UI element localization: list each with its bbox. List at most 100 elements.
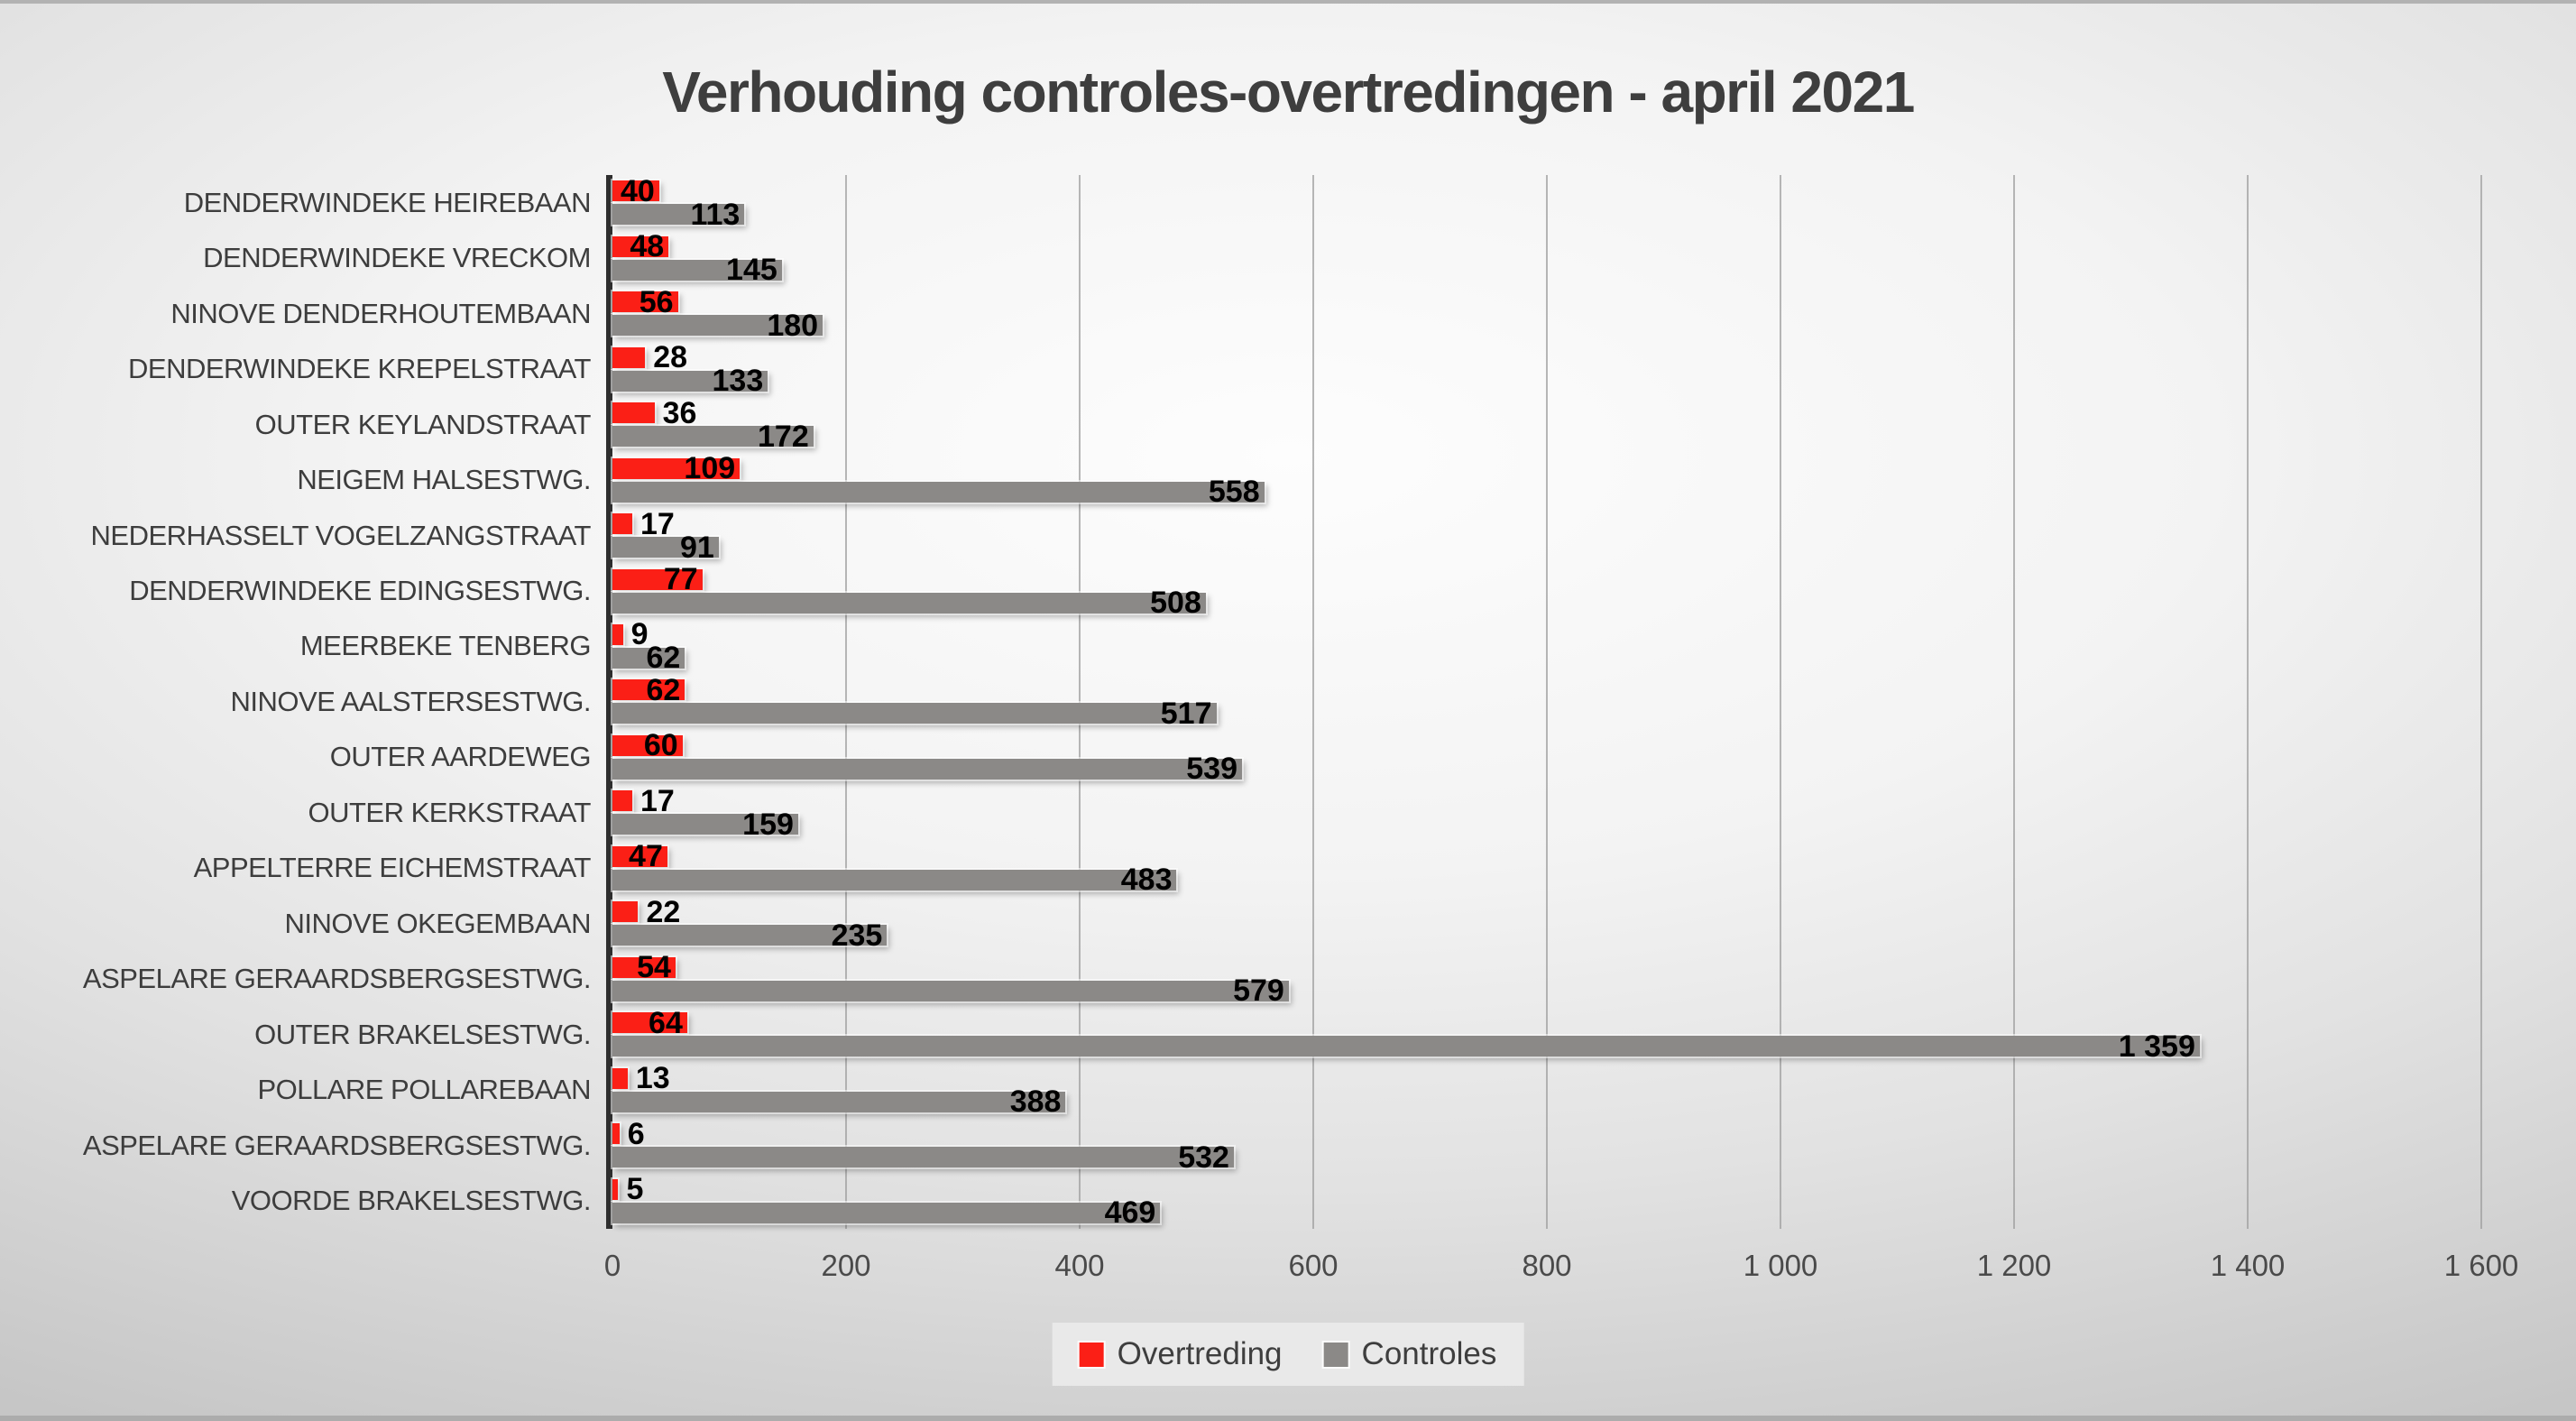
category-label: DENDERWINDEKE EDINGSESTWG. [129,575,591,607]
bar-line: 1 359 [612,1031,2481,1062]
bar-line: 64 [612,1008,2481,1038]
value-label: 77 [663,562,698,597]
overtreding-bar: 109 [612,453,741,484]
overtreding-bar: 28 [612,342,687,373]
bar-line: 539 [612,753,2481,784]
legend: Overtreding Controles [1052,1323,1524,1386]
category-label: DENDERWINDEKE HEIREBAAN [183,186,592,218]
bar-row: 64 1 359 [612,1007,2481,1062]
bar-row: 13 388 [612,1063,2481,1118]
bar-line: 62 [612,675,2481,706]
bar-row: 48 145 [612,230,2481,285]
category-label: OUTER KERKSTRAAT [308,796,591,828]
category-label: OUTER BRAKELSESTWG. [254,1018,591,1050]
bar-line: 22 [612,897,2481,927]
bar-line: 36 [612,398,2481,429]
bar-line: 13 [612,1063,2481,1093]
category-label: DENDERWINDEKE KREPELSTRAAT [128,353,591,385]
value-label: 48 [630,229,665,264]
bar-row: 60 539 [612,730,2481,785]
value-label: 22 [646,894,681,929]
bar-row: 109 558 [612,452,2481,507]
x-tick-label: 1 600 [2443,1249,2519,1282]
bar-line: 28 [612,342,2481,373]
bar-line: 109 [612,453,2481,484]
legend-item-overtreding: Overtreding [1079,1336,1283,1372]
bar-row: 28 133 [612,341,2481,396]
bar-line: 54 [612,952,2481,983]
gridline [845,175,847,1229]
value-label: 28 [653,340,688,375]
value-label: 6 [627,1116,645,1151]
overtreding-bar: 54 [612,952,676,983]
value-label: 64 [649,1005,683,1040]
controles-bar: 539 [612,753,1242,784]
value-label: 388 [1009,1084,1062,1120]
bar-row: 56 180 [612,286,2481,341]
category-label: NEIGEM HALSESTWG. [297,464,591,496]
chart-title: Verhouding controles-overtredingen - apr… [662,59,1915,125]
bar-line: 48 [612,231,2481,262]
controles-bar: 91 [612,532,719,563]
bar-row: 22 235 [612,896,2481,951]
legend-swatch-overtreding-icon [1079,1342,1104,1367]
value-label: 62 [646,641,681,676]
bar-line: 159 [612,809,2481,840]
x-tick-label: 1 400 [2210,1249,2286,1282]
controles-bar: 172 [612,421,814,452]
bar-line: 235 [612,920,2481,951]
value-label: 145 [726,253,777,288]
value-label: 1 359 [2118,1029,2195,1064]
bar-line: 5 [612,1174,2481,1204]
controles-bar: 1 359 [612,1031,2200,1062]
gridline [2480,175,2482,1229]
controles-bar: 579 [612,975,1289,1006]
category-label: POLLARE POLLAREBAAN [257,1074,591,1106]
overtreding-bar: 6 [612,1119,645,1149]
overtreding-bar: 36 [612,398,696,429]
category-label: OUTER KEYLANDSTRAAT [254,408,592,440]
overtreding-bar: 17 [612,509,675,540]
overtreding-bar: 47 [612,841,667,872]
bar-line: 517 [612,698,2481,729]
slide-top-edge [0,0,2576,4]
bar-line: 172 [612,421,2481,452]
bar-line: 483 [612,864,2481,895]
value-label: 235 [831,918,883,953]
category-label: APPELTERRE EICHEMSTRAAT [193,852,592,884]
gridline [2013,175,2015,1229]
bar-row: 40 113 [612,175,2481,230]
controles-bar: 517 [612,698,1217,729]
bar-line: 9 [612,619,2481,650]
value-label: 113 [690,197,741,232]
bar-row: 17 91 [612,508,2481,563]
bar-row: 9 62 [612,619,2481,674]
overtreding-bar: 17 [612,786,675,817]
legend-label-controles: Controles [1361,1336,1497,1371]
x-tick-label: 0 [603,1249,621,1282]
bar-line: 40 [612,176,2481,207]
bar-line: 6 [612,1119,2481,1149]
overtreding-bar: 9 [612,619,649,650]
bar-line: 113 [612,199,2481,230]
value-label: 508 [1150,586,1201,621]
slide-bottom-edge [0,1416,2576,1421]
value-label: 483 [1120,863,1173,898]
category-label: OUTER AARDEWEG [329,741,592,773]
value-label: 40 [620,173,655,208]
bar-line: 558 [612,476,2481,507]
category-label: ASPELARE GERAARDSBERGSESTWG. [82,1129,592,1161]
value-label: 532 [1178,1140,1229,1175]
bar-row: 6 532 [612,1118,2481,1173]
bar-rows: 40 113 48 145 56 180 28 133 36 172 109 558 17 91 77 508… [612,175,2481,1229]
value-label: 9 [630,617,649,652]
value-label: 539 [1186,752,1237,787]
controles-bar: 532 [612,1142,1234,1173]
bar-line: 77 [612,564,2481,595]
controles-bar: 558 [612,476,1265,507]
bar-row: 17 159 [612,785,2481,840]
x-tick-label: 600 [1288,1249,1339,1282]
gridline [1079,175,1081,1229]
category-label: DENDERWINDEKE VRECKOM [203,242,591,274]
